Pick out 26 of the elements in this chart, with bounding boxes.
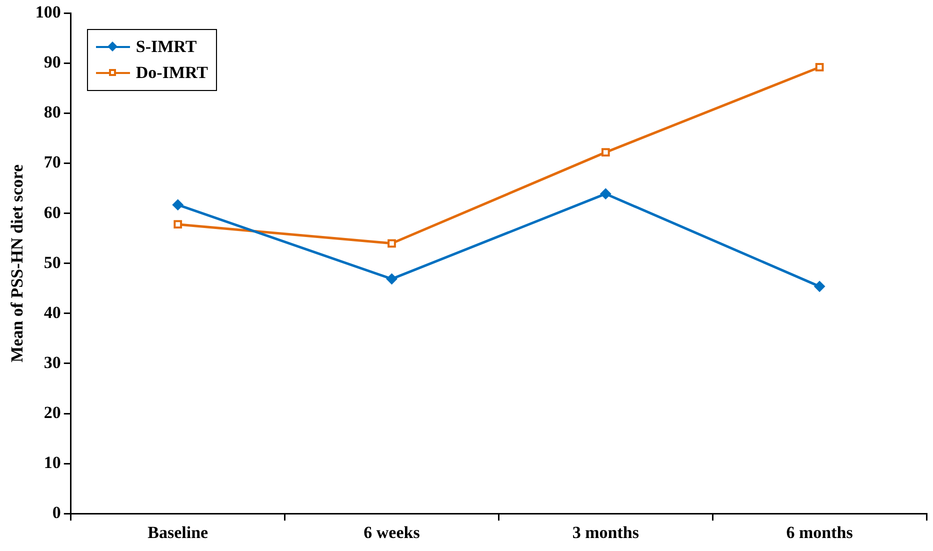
y-axis-title: Mean of PSS-HN diet score <box>8 164 27 362</box>
y-tick-label: 40 <box>44 302 61 322</box>
x-tick-label: 3 months <box>572 523 640 542</box>
y-tick-label: 70 <box>44 152 61 172</box>
x-tick-label: 6 months <box>786 523 854 542</box>
y-tick-label: 30 <box>44 352 61 372</box>
y-tick-label: 60 <box>44 202 61 222</box>
y-tick-label: 20 <box>44 402 61 422</box>
point <box>174 220 182 229</box>
y-tick-label: 50 <box>44 252 61 272</box>
point <box>386 273 398 284</box>
legend-label: Do-IMRT <box>136 63 208 84</box>
y-tick-label: 100 <box>35 2 61 22</box>
y-tick-label: 0 <box>52 502 61 522</box>
y-tick-label: 10 <box>44 452 61 472</box>
point <box>814 280 826 292</box>
x-tick-label: Baseline <box>148 523 209 542</box>
point <box>601 148 610 156</box>
y-tick-label: 80 <box>44 102 61 122</box>
point <box>600 188 612 200</box>
point <box>815 63 824 72</box>
legend-label: S-IMRT <box>136 37 197 58</box>
point <box>388 239 396 248</box>
x-tick-label: 6 weeks <box>364 523 420 542</box>
point <box>172 199 184 210</box>
y-tick-label: 90 <box>44 52 61 72</box>
